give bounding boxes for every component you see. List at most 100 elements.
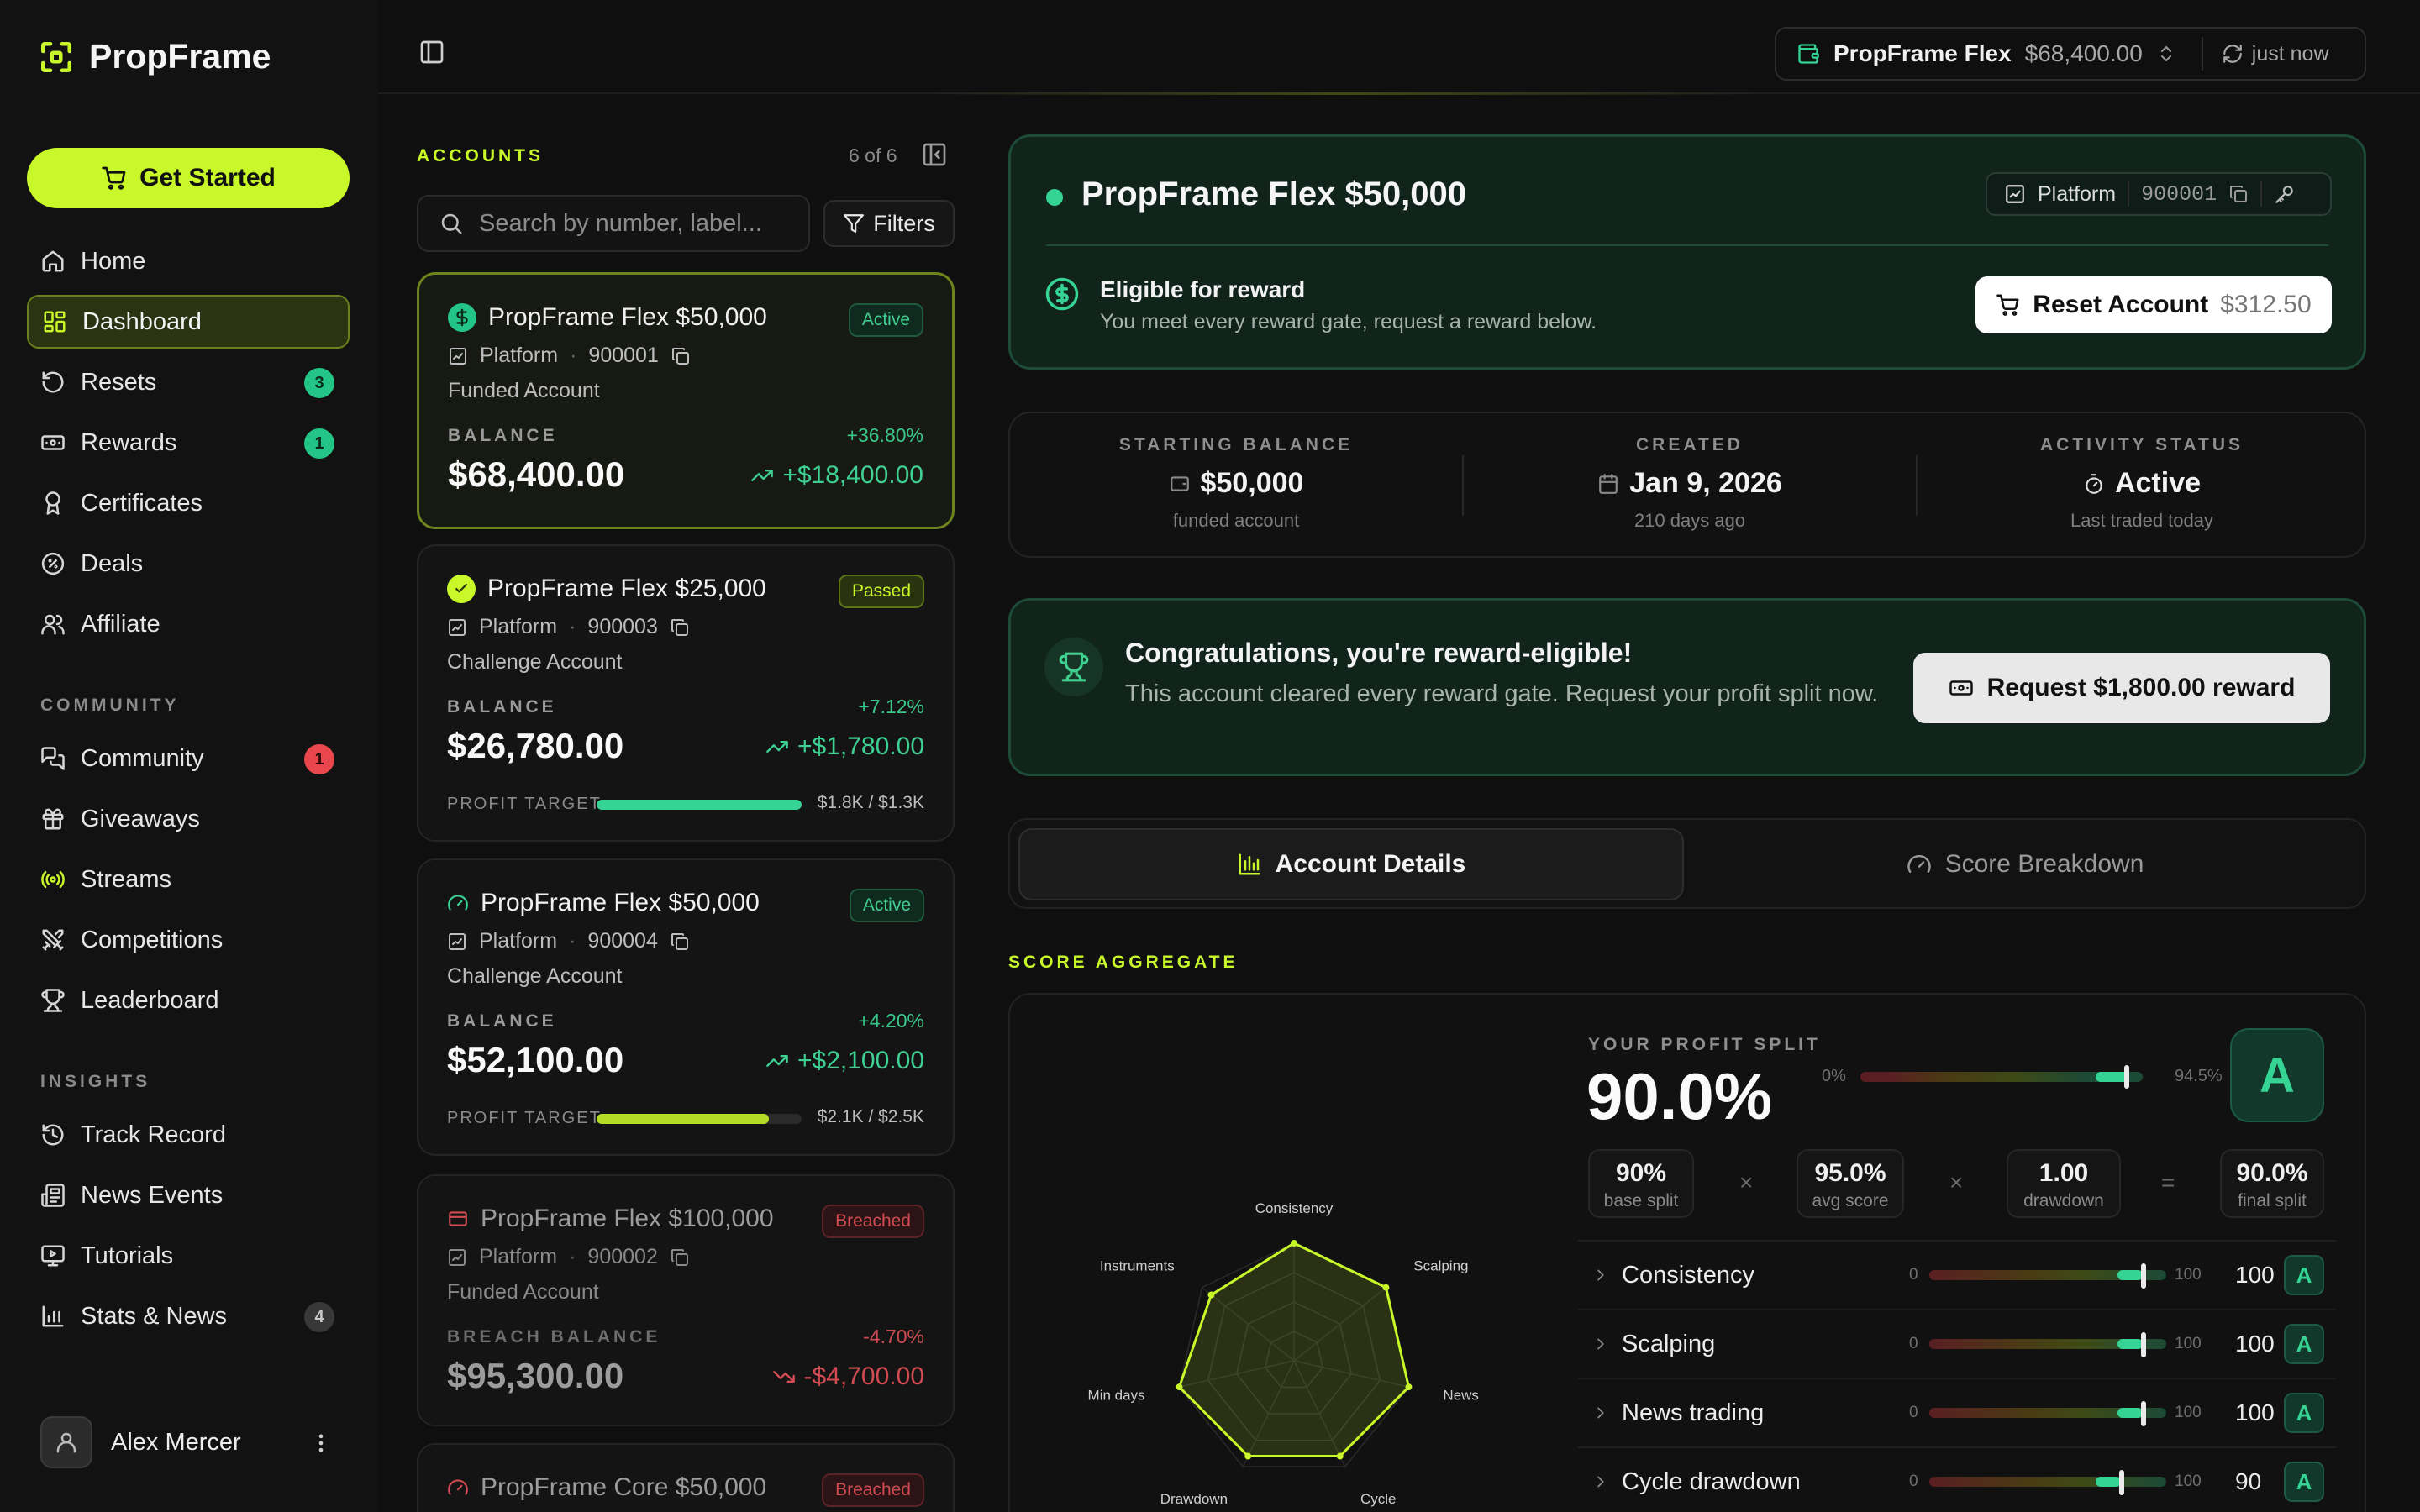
- section-label-insights: INSIGHTS: [40, 1072, 151, 1091]
- radar-axis-line: [1202, 1287, 1295, 1362]
- sidebar-item-streams[interactable]: Streams: [27, 853, 350, 906]
- copy-icon[interactable]: [671, 346, 691, 366]
- chevron-right-icon: [1591, 1335, 1610, 1353]
- profit-target-bar: [597, 800, 802, 810]
- multiply-operator: ×: [1739, 1169, 1754, 1195]
- profit-target-value: $2.1K / $2.5K: [817, 1107, 924, 1126]
- criteria-row[interactable]: Consistency 0 100 100 A: [1578, 1240, 2336, 1309]
- card-type: Challenge Account: [447, 964, 623, 988]
- gauge-min: 0%: [1822, 1067, 1846, 1085]
- tab-score-breakdown[interactable]: Score Breakdown: [1692, 828, 2358, 900]
- count-badge: 1: [304, 744, 334, 774]
- sidebar-item-deals[interactable]: Deals: [27, 537, 350, 591]
- get-started-button[interactable]: Get Started: [27, 148, 350, 208]
- sync-status[interactable]: just now: [2222, 42, 2329, 66]
- sidebar-item-label: Dashboard: [82, 307, 202, 335]
- formula-drawdown: 1.00 drawdown: [2007, 1149, 2121, 1218]
- sidebar-item-rewards[interactable]: Rewards 1: [27, 416, 350, 470]
- trending-down-icon: [772, 1371, 795, 1383]
- stat-sub: 210 days ago: [1634, 510, 1746, 531]
- chart-window-icon: [449, 618, 466, 636]
- formula-label: avg score: [1812, 1191, 1889, 1210]
- card-type: Funded Account: [448, 379, 600, 402]
- profit-split-gauge: [1860, 1072, 2143, 1082]
- sidebar-item-certificates[interactable]: Certificates: [27, 476, 350, 530]
- more-options-icon[interactable]: [309, 1428, 333, 1458]
- card-platform: Platform: [479, 1245, 558, 1268]
- formula-value: 90.0%: [2236, 1159, 2308, 1187]
- copy-icon[interactable]: [670, 1247, 690, 1268]
- balance-change-value: +$2,100.00: [797, 1047, 924, 1074]
- criteria-row[interactable]: Scalping 0 100 100 A: [1578, 1309, 2336, 1378]
- formula-value: 1.00: [2039, 1159, 2089, 1187]
- sidebar: PropFrame Get Started Home Dashboard Res…: [0, 0, 378, 1512]
- criteria-name: Consistency: [1622, 1261, 1754, 1289]
- criteria-min: 0: [1909, 1335, 1918, 1352]
- sidebar-item-dashboard[interactable]: Dashboard: [27, 295, 350, 349]
- sidebar-item-news-events[interactable]: News Events: [27, 1168, 350, 1222]
- account-card[interactable]: PropFrame Flex $50,000 Active Platform · …: [417, 272, 955, 529]
- profit-split-gauge-fill: [2095, 1072, 2129, 1082]
- gift-icon: [42, 808, 64, 830]
- divider: [2128, 181, 2130, 207]
- criteria-value: 90: [2235, 1468, 2262, 1494]
- criteria-row[interactable]: News trading 0 100 100 A: [1578, 1378, 2336, 1446]
- sidebar-item-competitions[interactable]: Competitions: [27, 913, 350, 967]
- balance-change: +$1,780.00: [765, 732, 924, 761]
- sidebar-item-giveaways[interactable]: Giveaways: [27, 792, 350, 846]
- user-icon: [56, 1432, 76, 1453]
- brand[interactable]: PropFrame: [39, 37, 271, 76]
- balance-change: -$4,700.00: [772, 1362, 924, 1391]
- tab-account-details[interactable]: Account Details: [1018, 828, 1684, 900]
- sidebar-item-leaderboard[interactable]: Leaderboard: [27, 974, 350, 1027]
- account-card[interactable]: PropFrame Flex $50,000 Active Platform · …: [417, 858, 955, 1156]
- user-profile[interactable]: Alex Mercer: [40, 1416, 241, 1468]
- tab-label: Score Breakdown: [1944, 850, 2144, 878]
- copy-icon[interactable]: [2228, 184, 2249, 204]
- sidebar-item-label: Home: [81, 247, 146, 275]
- account-card[interactable]: PropFrame Flex $25,000 Passed Platform · …: [417, 544, 955, 842]
- check-badge-icon: [447, 575, 476, 603]
- balance-percent: +4.20%: [858, 1010, 924, 1032]
- stat-value-row: Jan 9, 2026: [1464, 467, 1916, 500]
- sidebar-toggle-icon[interactable]: [418, 39, 445, 66]
- formula-base-split: 90% base split: [1588, 1149, 1694, 1218]
- account-switcher[interactable]: PropFrame Flex $68,400.00 just now: [1775, 27, 2366, 81]
- sidebar-item-home[interactable]: Home: [27, 234, 350, 288]
- chart-window-icon: [449, 932, 466, 950]
- card-title: PropFrame Flex $50,000: [488, 303, 767, 331]
- key-icon[interactable]: [2274, 183, 2296, 205]
- account-card[interactable]: PropFrame Core $50,000 Breached: [417, 1443, 955, 1512]
- stat-label: CREATED: [1636, 435, 1744, 454]
- copy-icon[interactable]: [670, 617, 690, 638]
- sidebar-item-affiliate[interactable]: Affiliate: [27, 597, 350, 651]
- avatar: [40, 1416, 92, 1468]
- collapse-panel-icon[interactable]: [921, 141, 948, 168]
- accounts-count: 6 of 6: [849, 144, 897, 166]
- card-title-row: PropFrame Flex $100,000: [447, 1205, 774, 1233]
- filters-button[interactable]: Filters: [823, 200, 955, 247]
- request-reward-button[interactable]: Request $1,800.00 reward: [1913, 653, 2330, 723]
- sidebar-item-tutorials[interactable]: Tutorials: [27, 1229, 350, 1283]
- account-search[interactable]: Search by number, label...: [417, 195, 810, 252]
- divider: [2201, 37, 2203, 71]
- reset-account-button[interactable]: Reset Account $312.50: [1975, 276, 2332, 333]
- balance-change-value: +$1,780.00: [797, 732, 924, 760]
- sidebar-item-community[interactable]: Community 1: [27, 732, 350, 785]
- balance-value: $52,100.00: [447, 1040, 624, 1079]
- search-input[interactable]: Search by number, label...: [479, 209, 762, 237]
- radar-axis-label: Consistency: [1255, 1200, 1334, 1216]
- criteria-max: 100: [2175, 1335, 2202, 1352]
- criteria-grade: A: [2284, 1462, 2324, 1502]
- copy-icon[interactable]: [670, 932, 690, 952]
- sidebar-item-track-record[interactable]: Track Record: [27, 1108, 350, 1162]
- tab-label: Account Details: [1275, 850, 1466, 878]
- chevron-right-icon: [1591, 1266, 1610, 1284]
- sidebar-item-resets[interactable]: Resets 3: [27, 355, 350, 409]
- users-icon: [41, 614, 65, 635]
- congrats-title: Congratulations, you're reward-eligible!: [1125, 638, 1633, 668]
- criteria-row[interactable]: Cycle drawdown 0 100 90 A: [1578, 1446, 2336, 1512]
- card-number: 900002: [587, 1245, 658, 1268]
- account-card[interactable]: PropFrame Flex $100,000 Breached Platfor…: [417, 1174, 955, 1426]
- sidebar-item-stats-news[interactable]: Stats & News 4: [27, 1289, 350, 1343]
